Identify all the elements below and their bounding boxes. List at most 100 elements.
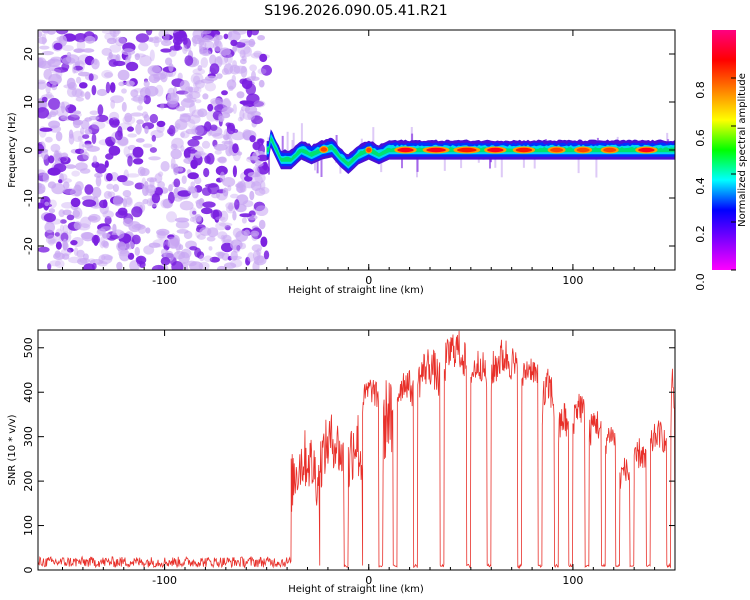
- noise-blob: [227, 185, 232, 192]
- noise-blob: [60, 248, 72, 257]
- snr-x-tick-label: 0: [365, 574, 372, 587]
- noise-blob: [113, 60, 126, 67]
- noise-blob: [258, 186, 270, 195]
- snr-frame: [37, 329, 676, 571]
- noise-blob: [51, 183, 66, 195]
- noise-blob: [84, 128, 93, 135]
- noise-blob: [166, 92, 180, 105]
- noise-blob: [108, 118, 114, 126]
- noise-blob: [232, 45, 238, 52]
- noise-blob: [130, 112, 144, 117]
- noise-blob: [105, 81, 111, 94]
- spectrogram-x-ticks: -100 0 100: [62, 30, 676, 287]
- noise-blob: [190, 159, 198, 170]
- noise-blob: [173, 187, 179, 199]
- noise-blob: [188, 149, 198, 154]
- noise-blob: [226, 124, 236, 135]
- hot-spot-core: [457, 147, 477, 153]
- noise-blob: [132, 146, 144, 158]
- noise-blob: [109, 234, 119, 240]
- noise-blob: [112, 119, 120, 126]
- hot-spot-core: [638, 147, 655, 153]
- noise-blob: [213, 143, 228, 151]
- noise-blob: [221, 106, 234, 114]
- noise-blob: [67, 114, 80, 121]
- spectral-streak: [595, 150, 598, 178]
- noise-blob: [38, 169, 46, 176]
- colorbar: 0.0 0.2 0.4 0.6 0.8 Normalized spectral ampl…: [694, 30, 748, 291]
- noise-blob: [132, 158, 144, 165]
- noise-blob: [75, 97, 85, 102]
- noise-blob: [38, 60, 52, 69]
- noise-blob: [187, 138, 200, 147]
- noise-blob: [38, 107, 50, 119]
- snr-x-label: Height of straight line (km): [288, 584, 424, 595]
- noise-blob: [48, 155, 55, 164]
- noise-blob: [126, 61, 139, 72]
- noise-blob: [177, 190, 191, 197]
- noise-blob: [221, 90, 228, 96]
- noise-blob: [58, 179, 63, 184]
- spectral-streak: [292, 132, 295, 150]
- noise-blob: [194, 151, 202, 159]
- noise-blob: [79, 82, 88, 89]
- noise-blob: [217, 156, 227, 164]
- noise-blob: [97, 104, 104, 116]
- noise-blob: [149, 147, 157, 153]
- noise-blob: [139, 55, 152, 67]
- noise-blob: [66, 247, 74, 253]
- noise-blob: [160, 198, 171, 209]
- spectral-streak: [416, 150, 419, 172]
- noise-blob: [148, 242, 161, 248]
- noise-blob: [125, 197, 132, 205]
- noise-blob: [251, 100, 264, 107]
- noise-blob: [48, 199, 57, 209]
- noise-blob: [151, 193, 161, 204]
- noise-blob: [215, 216, 226, 221]
- noise-blob: [160, 248, 168, 256]
- noise-blob: [103, 190, 112, 199]
- noise-blob: [200, 49, 212, 57]
- noise-blob: [38, 183, 46, 195]
- colorbar-label: Normalized spectral amplitude: [737, 73, 748, 227]
- noise-blob: [249, 64, 257, 72]
- noise-blob: [38, 31, 43, 38]
- noise-blob: [72, 209, 80, 218]
- noise-blob: [230, 259, 243, 268]
- noise-blob: [75, 148, 85, 154]
- noise-blob: [245, 83, 256, 96]
- noise-blob: [239, 213, 252, 218]
- colorbar-gradient: [712, 30, 736, 270]
- noise-blob: [55, 150, 62, 160]
- noise-blob: [110, 99, 116, 109]
- noise-blob: [245, 256, 251, 266]
- noise-blob: [68, 133, 75, 145]
- noise-blob: [196, 251, 205, 259]
- noise-blob: [230, 193, 239, 199]
- spectral-streak: [577, 150, 580, 174]
- spectral-streak: [443, 150, 446, 171]
- noise-blob: [95, 114, 109, 123]
- noise-blob: [250, 181, 262, 192]
- noise-blob: [144, 85, 159, 97]
- noise-blob: [250, 230, 260, 237]
- noise-blob: [136, 119, 144, 125]
- noise-blob: [112, 184, 119, 192]
- noise-blob: [242, 200, 254, 208]
- noise-blob: [106, 173, 113, 182]
- noise-blob: [131, 96, 144, 102]
- noise-blob: [43, 30, 50, 35]
- noise-blob: [226, 53, 233, 65]
- noise-blob: [209, 63, 220, 75]
- noise-blob: [136, 105, 143, 111]
- noise-blob: [80, 148, 88, 156]
- spectrogram-content: [38, 30, 675, 270]
- noise-blob: [41, 149, 49, 160]
- noise-blob: [114, 36, 126, 47]
- noise-blob: [55, 30, 69, 35]
- noise-blob: [91, 186, 102, 198]
- spectrogram-x-tick-label: 0: [365, 274, 372, 287]
- noise-blob: [160, 257, 171, 266]
- noise-blob: [109, 30, 120, 37]
- noise-blob: [125, 80, 135, 87]
